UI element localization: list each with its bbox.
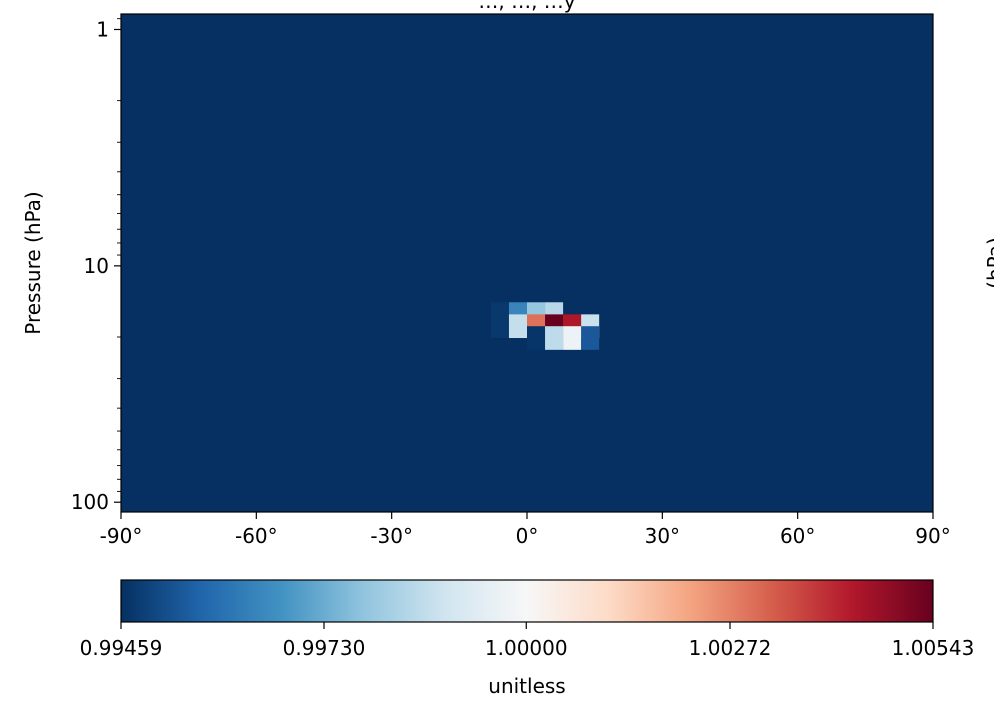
heatmap-cells — [490, 302, 600, 350]
heatmap-cell — [581, 326, 600, 350]
colorbar-tick-label: 1.00543 — [892, 636, 975, 660]
x-tick-label: 0° — [516, 524, 539, 548]
y-tick-label: 10 — [84, 254, 109, 278]
colorbar-label: unitless — [488, 674, 565, 698]
y-axis: 1 10 100 — [71, 17, 121, 514]
heatmap-cell — [490, 314, 509, 339]
x-tick-label: 90° — [915, 524, 950, 548]
x-tick-label: -90° — [100, 524, 143, 548]
chart-title: …, …, …y — [478, 0, 575, 13]
x-tick-label: 30° — [645, 524, 680, 548]
heatmap-background — [121, 14, 933, 512]
x-tick-label: -60° — [235, 524, 278, 548]
colorbar: 0.99459 0.99730 1.00000 1.00272 1.00543 unit… — [80, 579, 975, 698]
y-tick-label: 100 — [71, 490, 109, 514]
colorbar-ticks: 0.99459 0.99730 1.00000 1.00272 1.00543 — [80, 622, 975, 660]
y-axis-label: Pressure (hPa) — [21, 191, 45, 334]
x-tick-label: -30° — [370, 524, 413, 548]
heatmap-cell — [563, 326, 582, 350]
colorbar-tick-label: 0.99459 — [80, 636, 163, 660]
right-panel-ylabel: (hPa) — [983, 237, 994, 289]
colorbar-gradient — [120, 579, 934, 623]
x-axis: -90° -60° -30° 0° 30° 60° 90° — [100, 512, 951, 548]
heatmap-cell — [508, 314, 527, 339]
plot-area — [120, 13, 934, 513]
colorbar-tick-label: 0.99730 — [283, 636, 366, 660]
y-tick-label: 1 — [96, 17, 109, 41]
colorbar-tick-label: 1.00272 — [689, 636, 772, 660]
heatmap-cell — [527, 326, 546, 350]
colorbar-tick-label: 1.00000 — [485, 636, 568, 660]
heatmap-cell — [545, 326, 564, 350]
x-tick-label: 60° — [780, 524, 815, 548]
